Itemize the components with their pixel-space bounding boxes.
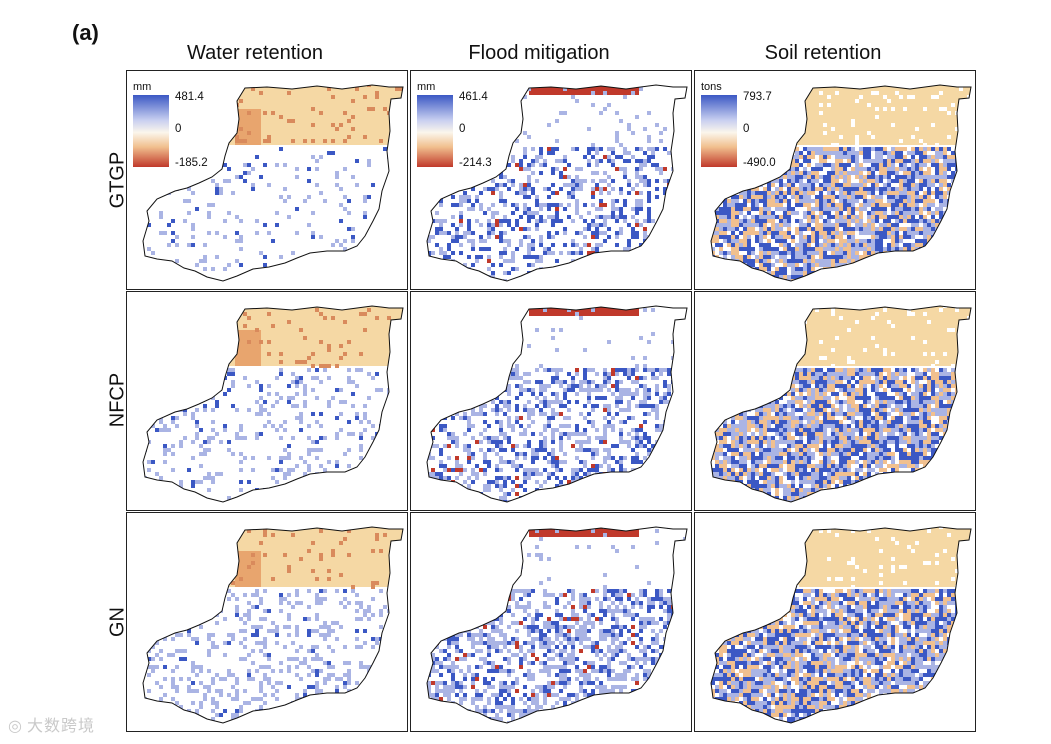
region-outline — [142, 305, 404, 503]
region-map — [710, 84, 972, 282]
legend-zero-value: 0 — [459, 123, 466, 135]
watermark: ◎ 大数跨境 — [8, 718, 95, 735]
color-legend: mm 461.4 0 -214.3 — [417, 81, 527, 171]
north-edge-decline — [529, 527, 639, 537]
legend-unit: tons — [701, 81, 722, 93]
legend-unit: mm — [417, 81, 436, 93]
legend-max-value: 481.4 — [175, 91, 204, 103]
region-map — [426, 526, 688, 724]
north-edge-decline — [529, 85, 639, 95]
legend-color-bar — [133, 95, 169, 167]
region-outline — [710, 526, 972, 724]
region-map — [426, 84, 688, 282]
north-zone-fill — [711, 527, 971, 587]
map-pixels — [711, 306, 971, 502]
north-edge-decline — [529, 306, 639, 316]
color-legend: mm 481.4 0 -185.2 — [133, 81, 243, 171]
map-panel-gn-water — [126, 512, 408, 732]
legend-max-value: 461.4 — [459, 91, 488, 103]
legend-zero-value: 0 — [743, 123, 750, 135]
region-outline — [426, 84, 688, 282]
map-panel-nfcp-water — [126, 291, 408, 511]
legend-zero-value: 0 — [175, 123, 182, 135]
map-panel-gtgp-water: mm 481.4 0 -185.2 — [126, 70, 408, 290]
region-map — [426, 305, 688, 503]
region-map — [142, 305, 404, 503]
region-map — [710, 305, 972, 503]
color-legend: tons 793.7 0 -490.0 — [701, 81, 811, 171]
region-map — [142, 526, 404, 724]
map-panel-gtgp-soil: tons 793.7 0 -490.0 — [694, 70, 976, 290]
map-panel-gn-soil — [694, 512, 976, 732]
region-outline — [426, 526, 688, 724]
map-panel-nfcp-soil — [694, 291, 976, 511]
legend-min-value: -490.0 — [743, 157, 776, 169]
column-title-soil-retention: Soil retention — [764, 42, 882, 64]
legend-color-bar — [417, 95, 453, 167]
region-outline — [142, 526, 404, 724]
legend-max-value: 793.7 — [743, 91, 772, 103]
map-pixels — [143, 306, 403, 502]
region-outline — [142, 84, 404, 282]
map-pixels — [711, 527, 971, 723]
panel-label: (a) — [72, 20, 99, 45]
region-map — [142, 84, 404, 282]
region-outline — [426, 305, 688, 503]
north-west-decline-zone — [235, 330, 261, 366]
legend-min-value: -214.3 — [459, 157, 492, 169]
region-outline — [710, 305, 972, 503]
map-pixels — [143, 527, 403, 723]
map-pixels — [427, 306, 687, 502]
region-outline — [710, 84, 972, 282]
map-panel-gn-flood — [410, 512, 692, 732]
watermark-logo-icon: ◎ — [8, 718, 23, 735]
column-title-flood-mitigation: Flood mitigation — [468, 42, 610, 64]
map-pixels — [427, 527, 687, 723]
legend-color-bar — [701, 95, 737, 167]
map-panel-nfcp-flood — [410, 291, 692, 511]
legend-unit: mm — [133, 81, 152, 93]
legend-min-value: -185.2 — [175, 157, 208, 169]
region-map — [710, 526, 972, 724]
map-panel-gtgp-flood: mm 461.4 0 -214.3 — [410, 70, 692, 290]
north-zone-fill — [143, 527, 403, 587]
column-title-water-retention: Water retention — [187, 42, 323, 64]
